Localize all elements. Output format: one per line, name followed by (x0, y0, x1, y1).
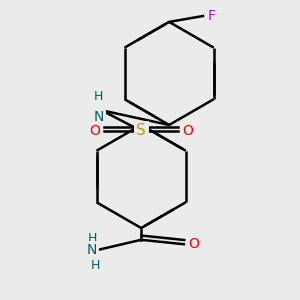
Text: O: O (188, 237, 199, 251)
Text: S: S (136, 123, 146, 138)
Text: F: F (207, 9, 215, 23)
Text: O: O (89, 124, 100, 138)
Text: N: N (87, 243, 97, 257)
Text: O: O (182, 124, 193, 138)
Text: H: H (91, 259, 100, 272)
Text: H: H (94, 90, 103, 103)
Text: H: H (88, 232, 97, 245)
Text: N: N (93, 110, 104, 124)
